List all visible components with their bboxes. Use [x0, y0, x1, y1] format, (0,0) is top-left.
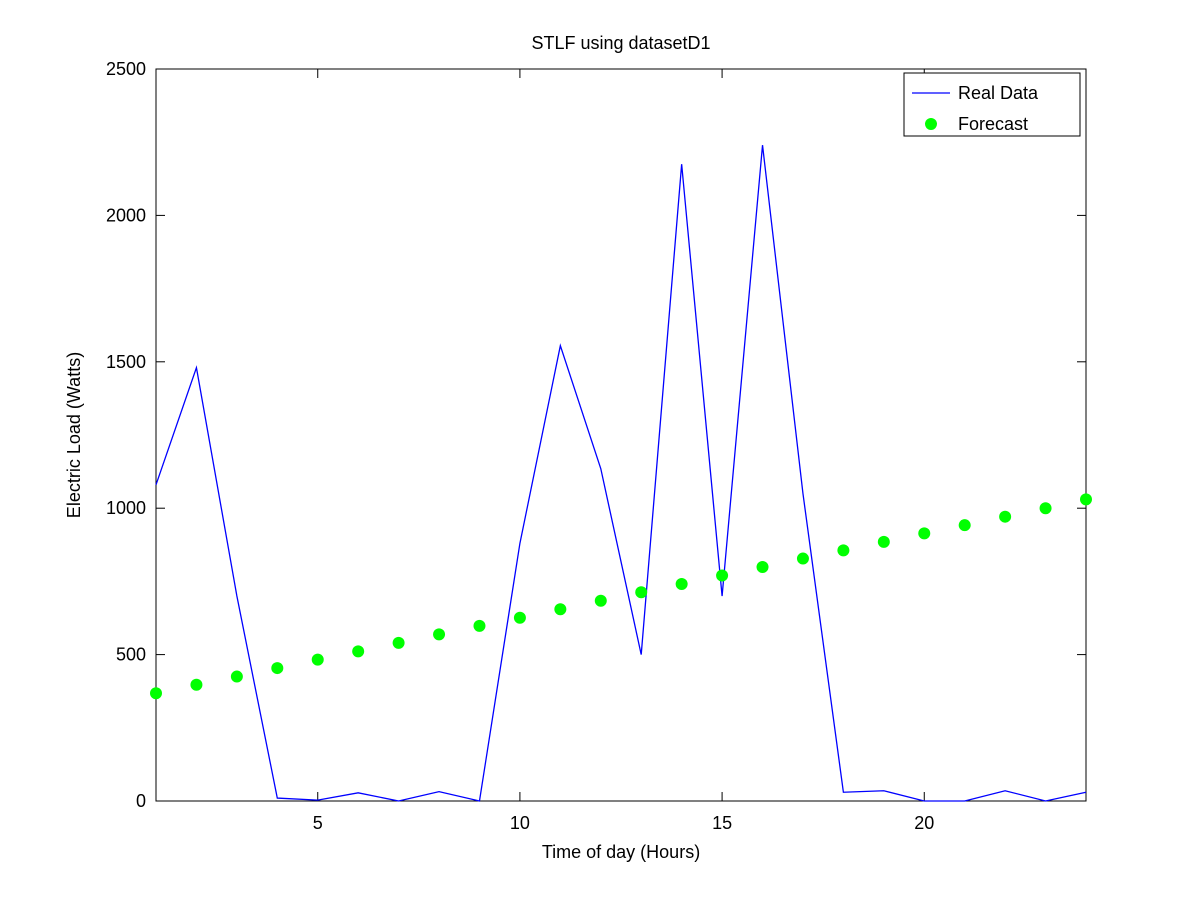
data-point-forecast: [756, 561, 769, 574]
y-tick-label: 1000: [106, 498, 146, 518]
data-point-forecast: [554, 603, 567, 616]
data-point-forecast: [271, 662, 284, 675]
data-point-forecast: [150, 687, 162, 700]
data-point-forecast: [352, 645, 365, 658]
data-point-forecast: [392, 636, 405, 649]
x-tick-label: 5: [313, 813, 323, 833]
data-point-forecast: [877, 535, 890, 548]
data-point-forecast: [594, 594, 607, 607]
data-point-forecast: [918, 527, 931, 540]
y-tick-label: 1500: [106, 352, 146, 372]
data-point-forecast: [635, 586, 648, 599]
y-tick-label: 0: [136, 791, 146, 811]
data-point-forecast: [190, 678, 203, 691]
y-tick-label: 500: [116, 645, 146, 665]
data-point-forecast: [1039, 502, 1052, 515]
data-point-forecast: [675, 578, 688, 591]
legend-label-real-data: Real Data: [958, 83, 1039, 103]
series-line-real-data: [155, 145, 1087, 802]
y-axis-title: Electric Load (Watts): [64, 352, 84, 518]
legend-label-forecast: Forecast: [958, 114, 1028, 134]
data-point-forecast: [716, 569, 729, 582]
data-point-forecast: [473, 619, 486, 632]
legend: Real Data Forecast: [903, 72, 1081, 137]
data-point-forecast: [513, 611, 526, 624]
data-point-forecast: [311, 653, 324, 666]
plot-frame: [155, 68, 1087, 802]
data-point-forecast: [999, 510, 1012, 523]
x-tick-label: 10: [510, 813, 530, 833]
data-point-forecast: [230, 670, 243, 683]
data-point-forecast: [958, 519, 971, 532]
data-point-forecast: [433, 628, 446, 641]
x-tick-label: 15: [712, 813, 732, 833]
legend-swatch-forecast: [925, 118, 937, 130]
x-tick-label: 20: [914, 813, 934, 833]
y-tick-label: 2500: [106, 59, 146, 79]
x-axis-title: Time of day (Hours): [542, 842, 700, 862]
plot-area: 5 10 15 20 0 500 1000 1500 2000 2500: [106, 59, 1092, 833]
data-point-forecast: [796, 552, 809, 565]
chart-title: STLF using datasetD1: [531, 33, 710, 53]
data-point-forecast: [1080, 493, 1092, 506]
y-tick-label: 2000: [106, 205, 146, 225]
data-point-forecast: [837, 544, 850, 557]
